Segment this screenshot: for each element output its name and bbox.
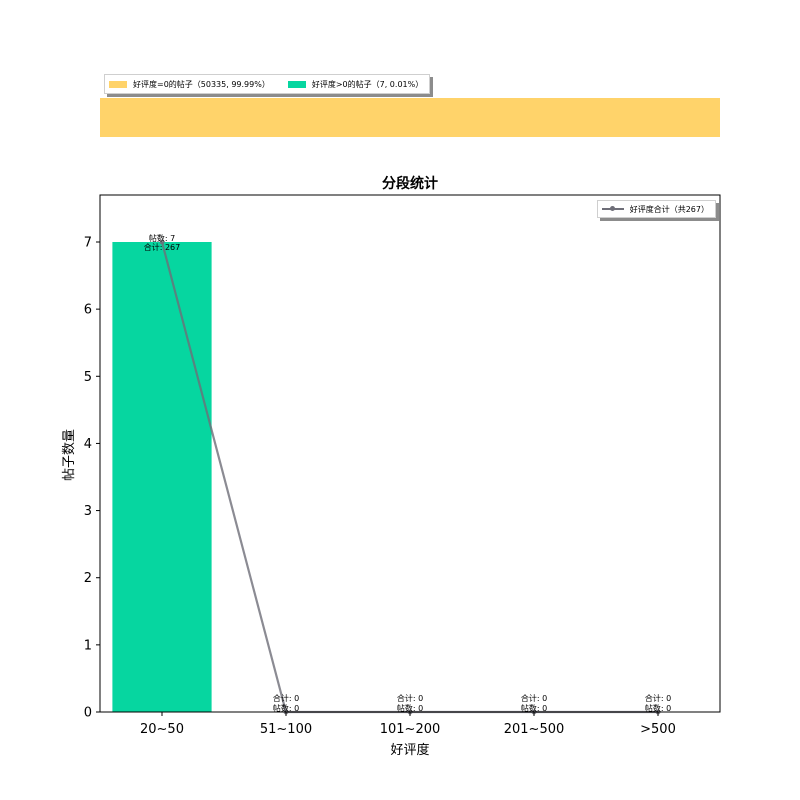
y-tick-label-3: 3 (84, 504, 92, 519)
x-axis: 20~50 51~100 101~200 201~500 >500 (140, 712, 676, 737)
x-tick-label-4: 201~500 (504, 722, 565, 737)
x-axis-label: 好评度 (390, 742, 429, 758)
legend-label-sum-line: 好评度合计（共267） (629, 204, 709, 214)
sum-line (160, 241, 658, 714)
legend-item-positive-rating: 好评度>0的帖子（7, 0.01%） (287, 79, 424, 90)
y-axis: 0 1 2 3 4 5 6 7 (84, 236, 100, 721)
sum-label-4: 合计: 0 (521, 693, 547, 703)
bars-group (112, 242, 212, 712)
count-label-3: 帖数: 0 (397, 703, 423, 713)
x-tick-label-2: 51~100 (260, 722, 312, 737)
legend-label-positive-rating: 好评度>0的帖子（7, 0.01%） (311, 79, 424, 89)
sum-line-point-1 (159, 239, 165, 245)
x-tick-label-1: 20~50 (140, 722, 184, 737)
count-label-1: 帖数: 7 (149, 233, 175, 243)
sum-label-5: 合计: 0 (645, 693, 671, 703)
y-tick-label-1: 1 (84, 638, 92, 653)
y-tick-label-0: 0 (84, 706, 92, 721)
y-axis-label: 帖子数量 (62, 429, 77, 481)
bar-1 (112, 242, 212, 712)
ratio-segment-zero-rating (100, 98, 720, 137)
y-tick-label-6: 6 (84, 303, 92, 318)
chart-title: 分段统计 (382, 175, 438, 192)
y-tick-label-5: 5 (84, 370, 92, 385)
legend-line-sample (601, 205, 624, 213)
x-tick-label-3: 101~200 (380, 722, 441, 737)
count-label-5: 帖数: 0 (645, 703, 671, 713)
ratio-bar (100, 98, 720, 137)
sum-line-group (159, 239, 661, 715)
legend-swatch-zero-rating (109, 80, 127, 88)
y-tick-label-7: 7 (84, 236, 92, 251)
chart-legend: 好评度合计（共267） (596, 200, 716, 218)
legend-label-zero-rating: 好评度=0的帖子（50335, 99.99%） (133, 79, 270, 89)
y-tick-label-2: 2 (84, 571, 92, 586)
count-label-2: 帖数: 0 (273, 703, 299, 713)
legend-swatch-positive-rating (287, 80, 306, 88)
sum-label-1: 合计: 267 (144, 242, 181, 252)
y-tick-label-4: 4 (84, 437, 92, 452)
sum-label-3: 合计: 0 (397, 693, 423, 703)
count-label-4: 帖数: 0 (521, 703, 547, 713)
sum-label-2: 合计: 0 (273, 693, 299, 703)
legend-item-zero-rating: 好评度=0的帖子（50335, 99.99%） (109, 79, 270, 90)
x-tick-label-5: >500 (640, 722, 676, 737)
top-legend: 好评度=0的帖子（50335, 99.99%） 好评度>0的帖子（7, 0.01… (104, 74, 431, 94)
